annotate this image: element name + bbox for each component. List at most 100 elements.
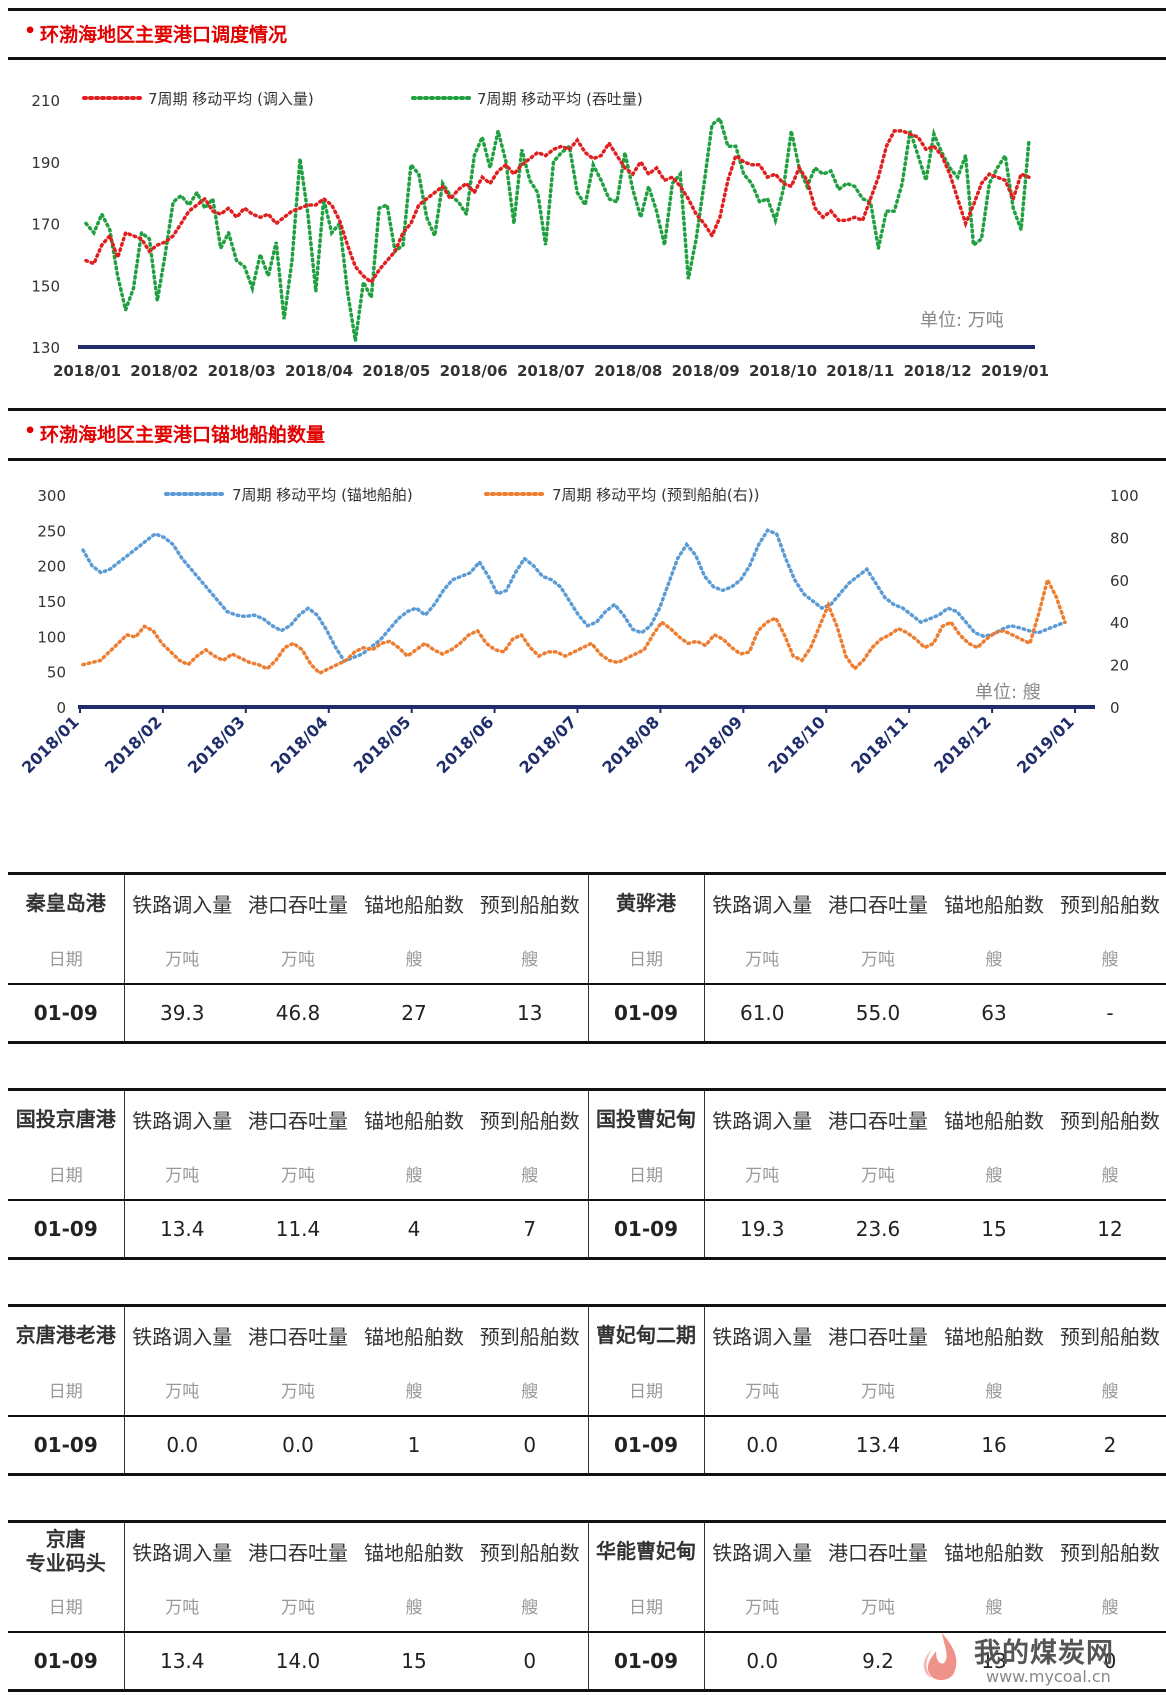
- date-value: 01-09: [587, 1199, 704, 1260]
- unit-label: 单位: 艘: [975, 682, 1041, 703]
- column-header: 港口吞吐量: [240, 872, 356, 931]
- x-tick-label: 2018/04: [285, 362, 353, 380]
- value-cell: 61.0: [703, 983, 820, 1044]
- unit-label: 万吨: [861, 1597, 895, 1618]
- y-right-tick-label: 60: [1110, 572, 1129, 590]
- x-tick-label: 2018/09: [672, 362, 740, 380]
- value-cell: 16: [936, 1415, 1052, 1476]
- value-cell: 2: [1052, 1415, 1166, 1476]
- column-header: 铁路调入量: [703, 1520, 820, 1579]
- value-cell: 23.6: [820, 1199, 936, 1260]
- column-header: 预到船舶数: [472, 872, 588, 931]
- legend-label: 7周期 移动平均 (调入量): [148, 90, 314, 108]
- y-right-tick-label: 20: [1110, 657, 1129, 675]
- value-cell: 27: [356, 983, 472, 1044]
- x-tick-label: 2018/07: [517, 362, 585, 380]
- column-header: 铁路调入量: [703, 1088, 820, 1147]
- y-left-tick-label: 50: [47, 664, 66, 682]
- value-cell: 55.0: [820, 983, 936, 1044]
- date-label: 日期: [587, 1147, 704, 1200]
- series-line: [84, 129, 1031, 285]
- column-header: 预到船舶数: [472, 1520, 588, 1579]
- unit-label: 艘: [985, 1381, 1003, 1402]
- series-line: [81, 528, 1067, 664]
- column-header: 锚地船舶数: [356, 1520, 472, 1579]
- column-header: 锚地船舶数: [936, 1520, 1052, 1579]
- unit-label: 艘: [521, 1381, 539, 1402]
- date-label: 日期: [48, 949, 83, 970]
- x-tick-label: 2019/01: [981, 362, 1049, 380]
- unit-label: 艘: [985, 1165, 1003, 1186]
- y-left-tick-label: 200: [37, 558, 66, 576]
- value-cell: 4: [356, 1199, 472, 1260]
- date-label: 日期: [48, 1381, 83, 1402]
- y-tick-label: 150: [31, 277, 60, 295]
- unit-label: 单位: 万吨: [920, 310, 1004, 331]
- value-cell: 14.0: [240, 1631, 356, 1692]
- unit-label: 艘: [985, 1597, 1003, 1618]
- value-cell: 15: [356, 1631, 472, 1692]
- x-tick-label: 2018/03: [208, 362, 276, 380]
- column-header: 铁路调入量: [123, 1520, 240, 1579]
- watermark: 我的煤炭网 www.mycoal.cn: [914, 1629, 1154, 1689]
- x-tick-label: 2018/09: [681, 712, 746, 777]
- unit-label: 艘: [985, 949, 1003, 970]
- legend-label: 7周期 移动平均 (锚地船舶): [232, 486, 413, 504]
- column-header: 港口吞吐量: [820, 1520, 936, 1579]
- x-tick-label: 2018/10: [749, 362, 817, 380]
- unit-label: 万吨: [281, 1597, 315, 1618]
- x-tick-label: 2018/08: [598, 712, 663, 777]
- unit-label: 万吨: [703, 1147, 820, 1200]
- value-cell: 7: [472, 1199, 588, 1260]
- y-right-tick-label: 40: [1110, 614, 1129, 632]
- value-cell: 13.4: [123, 1199, 240, 1260]
- unit-label: 万吨: [703, 1363, 820, 1416]
- value-cell: 0.0: [703, 1631, 820, 1692]
- unit-label: 艘: [405, 1381, 423, 1402]
- y-tick-label: 170: [31, 216, 60, 234]
- column-header: 锚地船舶数: [936, 1304, 1052, 1363]
- x-tick-label: 2018/05: [350, 712, 415, 777]
- unit-label: 艘: [405, 1165, 423, 1186]
- unit-label: 艘: [1101, 1597, 1119, 1618]
- series-line: [84, 115, 1031, 342]
- column-header: 港口吞吐量: [240, 1088, 356, 1147]
- value-cell: 15: [936, 1199, 1052, 1260]
- unit-label: 万吨: [123, 1147, 240, 1200]
- value-cell: 0: [472, 1415, 588, 1476]
- y-left-tick-label: 100: [37, 628, 66, 646]
- port-name: 秦皇岛港: [8, 872, 124, 931]
- x-tick-label: 2018/07: [516, 712, 581, 777]
- column-header: 锚地船舶数: [356, 1304, 472, 1363]
- anchorage-line-chart: 0 50 100 150 200 250 300 0 20 40 60 80 100 2018/01 201…: [18, 486, 1139, 777]
- y-tick-label: 210: [31, 92, 60, 110]
- date-value: 01-09: [8, 1415, 124, 1476]
- value-cell: 13.4: [820, 1415, 936, 1476]
- column-header: 港口吞吐量: [240, 1304, 356, 1363]
- date-value: 01-09: [8, 983, 124, 1044]
- value-cell: 0.0: [703, 1415, 820, 1476]
- unit-label: 艘: [521, 949, 539, 970]
- date-label: 日期: [48, 1165, 83, 1186]
- x-tick-label: 2018/11: [847, 712, 912, 777]
- port-name: 黄骅港: [587, 872, 704, 931]
- unit-label: 万吨: [123, 931, 240, 984]
- column-header: 锚地船舶数: [936, 872, 1052, 931]
- value-cell: 0: [1052, 1631, 1166, 1692]
- column-header: 预到船舶数: [1052, 1088, 1166, 1147]
- section1-rule: [8, 57, 1166, 60]
- value-cell: 11.4: [240, 1199, 356, 1260]
- column-header: 锚地船舶数: [936, 1088, 1052, 1147]
- date-value: 01-09: [587, 1631, 704, 1692]
- unit-label: 艘: [521, 1597, 539, 1618]
- column-header: 铁路调入量: [703, 1304, 820, 1363]
- port-name: 国投曹妃甸: [587, 1088, 704, 1147]
- column-header: 港口吞吐量: [820, 872, 936, 931]
- value-cell: 1: [356, 1415, 472, 1476]
- value-cell: 46.8: [240, 983, 356, 1044]
- column-header: 铁路调入量: [703, 872, 820, 931]
- date-label: 日期: [587, 931, 704, 984]
- x-tick-label: 2018/01: [53, 362, 121, 380]
- watermark-url: www.mycoal.cn: [986, 1667, 1111, 1686]
- column-header: 铁路调入量: [123, 1304, 240, 1363]
